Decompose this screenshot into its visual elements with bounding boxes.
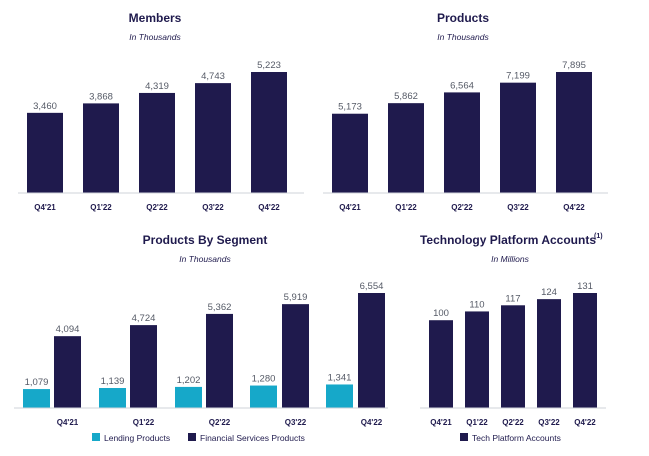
products-subtitle: In Thousands: [437, 32, 489, 42]
members-value-label: 5,223: [257, 60, 281, 71]
members-bar: [195, 83, 231, 193]
products-tick-label: Q3'22: [507, 203, 529, 212]
members-value-label: 3,868: [89, 91, 113, 102]
products-tick-label: Q4'22: [563, 203, 585, 212]
tech-value-label: 131: [577, 281, 593, 292]
segment-value-label: 6,554: [360, 281, 384, 292]
members-tick-label: Q4'21: [34, 203, 56, 212]
products-value-label: 7,895: [562, 60, 586, 71]
legend-swatch-tech: [460, 433, 468, 441]
products-value-label: 5,862: [394, 91, 418, 102]
members-chart: Members In Thousands 3,460 Q4'21 3,868 Q1'2…: [18, 11, 304, 212]
segment-value-label: 5,919: [284, 292, 308, 303]
products-bar: [388, 103, 424, 193]
segment-bar: [206, 313, 233, 408]
tech-chart: Technology Platform Accounts (1) In Mill…: [420, 233, 606, 443]
tech-bar: [537, 299, 561, 408]
products-tick-label: Q2'22: [451, 203, 473, 212]
segment-value-label: 1,139: [101, 376, 125, 387]
products-tick-label: Q1'22: [395, 203, 417, 212]
members-tick-label: Q4'22: [258, 203, 280, 212]
products-value-label: 5,173: [338, 102, 362, 113]
members-bar: [27, 112, 63, 193]
members-tick-label: Q3'22: [202, 203, 224, 212]
tech-tick-label: Q2'22: [502, 418, 524, 427]
segment-tick-label: Q1'22: [133, 418, 155, 427]
products-title: Products: [437, 11, 489, 25]
segment-value-label: 1,079: [25, 377, 49, 388]
members-value-label: 4,743: [201, 71, 225, 82]
tech-bars: 100 Q4'21 110 Q1'22 117 Q2'22 124 Q3'22 131 Q4'22: [429, 281, 597, 427]
products-value-label: 7,199: [506, 71, 530, 82]
tech-bar: [573, 293, 597, 408]
tech-value-label: 117: [505, 293, 520, 304]
tech-bar: [465, 311, 489, 408]
members-bar: [139, 92, 175, 193]
tech-tick-label: Q3'22: [538, 418, 560, 427]
tech-value-label: 124: [541, 287, 557, 298]
tech-title-superscript: (1): [594, 233, 603, 240]
members-value-label: 4,319: [145, 81, 169, 92]
members-bar: [251, 72, 287, 193]
members-subtitle: In Thousands: [129, 32, 181, 42]
tech-legend: Tech Platform Accounts: [460, 433, 561, 443]
tech-value-label: 110: [469, 299, 484, 310]
legend-label-financial: Financial Services Products: [200, 433, 305, 443]
legend-swatch-lending: [92, 433, 100, 441]
segment-value-label: 1,341: [328, 372, 352, 383]
segment-value-label: 1,202: [177, 375, 201, 386]
members-value-label: 3,460: [33, 101, 57, 112]
products-bars: 5,173 Q4'21 5,862 Q1'22 6,564 Q2'22 7,199 Q3'22…: [332, 60, 592, 212]
segment-value-label: 1,280: [252, 374, 276, 385]
members-bar: [83, 103, 119, 193]
segment-bar: [250, 385, 277, 408]
segment-tick-label: Q3'22: [285, 418, 307, 427]
segment-bar: [130, 325, 157, 408]
legend-label-tech: Tech Platform Accounts: [472, 433, 561, 443]
products-value-label: 6,564: [450, 80, 474, 91]
segment-chart: Products By Segment In Thousands 1,079 4,…: [14, 233, 388, 443]
segment-tick-label: Q4'22: [361, 418, 383, 427]
tech-subtitle: In Millions: [491, 254, 530, 264]
tech-tick-label: Q4'22: [574, 418, 596, 427]
products-chart: Products In Thousands 5,173 Q4'21 5,862 Q1'…: [323, 11, 608, 212]
segment-legend: Lending Products Financial Services Prod…: [92, 433, 305, 443]
products-bar: [556, 72, 592, 193]
products-bar: [500, 82, 536, 193]
tech-title: Technology Platform Accounts: [420, 233, 596, 247]
tech-bar: [429, 320, 453, 408]
segment-tick-label: Q2'22: [209, 418, 231, 427]
segment-value-label: 4,094: [56, 324, 80, 335]
segment-subtitle: In Thousands: [179, 254, 231, 264]
tech-bar: [501, 305, 525, 408]
members-title: Members: [129, 11, 182, 25]
segment-bar: [99, 388, 126, 408]
segment-tick-label: Q4'21: [57, 418, 79, 427]
segment-bar: [54, 336, 81, 408]
products-tick-label: Q4'21: [339, 203, 361, 212]
segment-bars: 1,079 4,094 Q4'21 1,139 4,724 Q1'22 1,202 5,362…: [23, 281, 385, 427]
products-bar: [444, 92, 480, 193]
members-bars: 3,460 Q4'21 3,868 Q1'22 4,319 Q2'22 4,743 Q3'22…: [27, 60, 287, 212]
segment-bar: [282, 304, 309, 408]
products-bar: [332, 113, 368, 193]
segment-bar: [326, 384, 353, 408]
segment-value-label: 4,724: [132, 313, 156, 324]
members-tick-label: Q2'22: [146, 203, 168, 212]
tech-tick-label: Q1'22: [466, 418, 488, 427]
tech-value-label: 100: [433, 308, 449, 319]
legend-swatch-financial: [188, 433, 196, 441]
segment-value-label: 5,362: [208, 302, 232, 313]
members-tick-label: Q1'22: [90, 203, 112, 212]
segment-title: Products By Segment: [143, 233, 268, 247]
segment-bar: [23, 389, 50, 408]
segment-bar: [175, 386, 202, 408]
legend-label-lending: Lending Products: [104, 433, 170, 443]
tech-tick-label: Q4'21: [430, 418, 452, 427]
segment-bar: [358, 293, 385, 408]
